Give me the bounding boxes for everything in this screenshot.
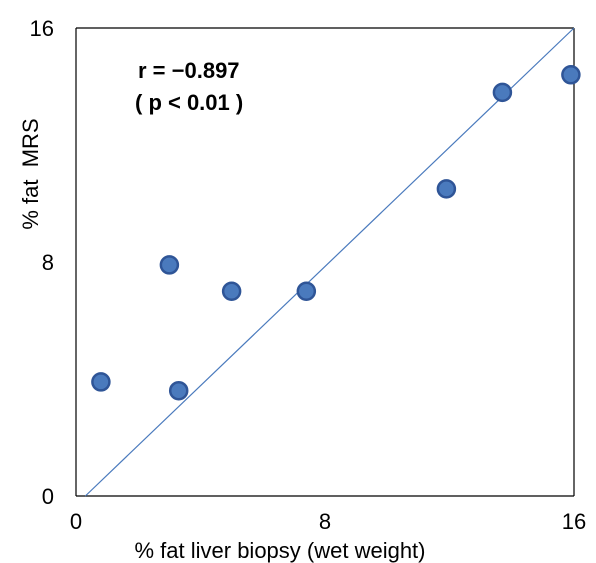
- y-tick-label: 8: [42, 250, 54, 275]
- data-point: [159, 255, 180, 275]
- data-point: [561, 65, 581, 85]
- data-point: [91, 372, 111, 392]
- x-tick-label: 16: [562, 509, 586, 534]
- x-tick-label: 8: [319, 509, 331, 534]
- y-tick-label: 0: [42, 484, 54, 509]
- data-point: [296, 281, 317, 301]
- p-value-label: ( p < 0.01 ): [135, 90, 243, 115]
- correlation-coefficient-label: r = −0.897: [138, 58, 240, 83]
- data-point: [168, 380, 189, 401]
- data-point: [492, 82, 513, 103]
- data-points: [91, 65, 581, 401]
- data-point: [221, 281, 242, 301]
- trend-line: [84, 27, 575, 497]
- data-point: [436, 179, 457, 199]
- y-axis-title: % fat MRS: [18, 118, 43, 229]
- x-axis-title: % fat liver biopsy (wet weight): [135, 538, 426, 563]
- x-tick-label: 0: [70, 509, 82, 534]
- y-tick-label: 16: [30, 16, 54, 41]
